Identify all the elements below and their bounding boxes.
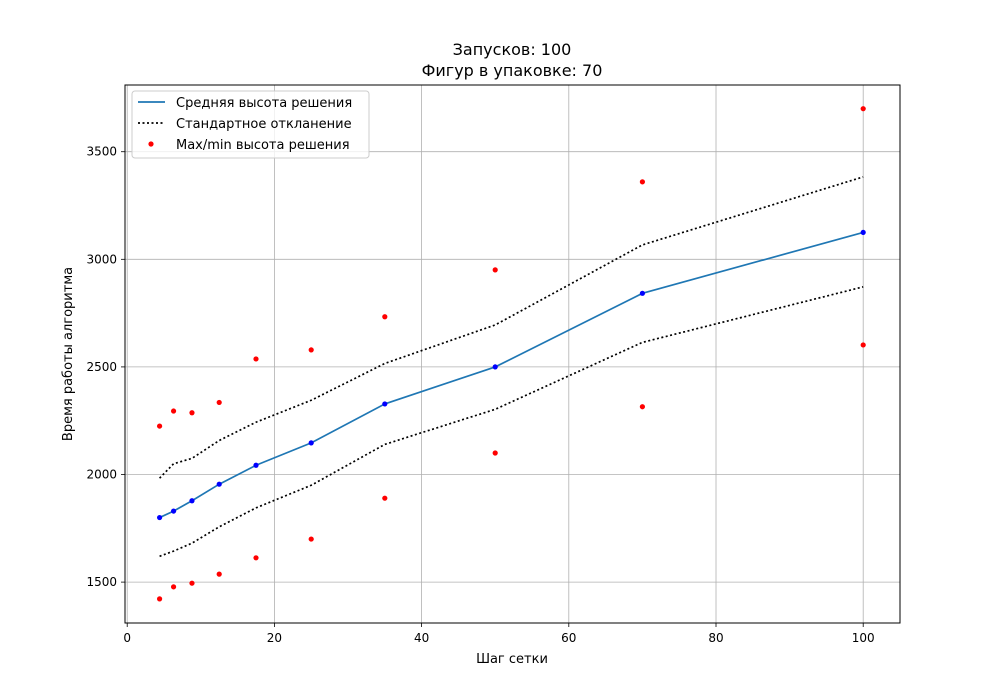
legend-std-label: Стандартное откланение [176, 117, 352, 132]
min-point [253, 555, 259, 561]
max-point [860, 106, 866, 112]
mean-point [156, 514, 163, 521]
y-tick-label: 3500 [86, 145, 117, 159]
plot-series [156, 106, 866, 602]
x-tick-label: 40 [414, 631, 429, 645]
y-tick-label: 2000 [86, 468, 117, 482]
y-axis-label: Время работы алгоритма [61, 267, 76, 441]
mean-point [860, 229, 866, 236]
mean-line [159, 231, 864, 519]
max-point [189, 410, 195, 416]
x-tick-label: 60 [561, 631, 576, 645]
max-point [639, 179, 646, 185]
axis-ticks: 0 20 40 60 80 100 1500 2000 2500 3000 3500 [86, 145, 874, 645]
x-tick-label: 100 [852, 631, 875, 645]
min-point [308, 536, 314, 542]
max-point [382, 314, 388, 320]
legend-maxmin-label: Max/min высота решения [176, 138, 350, 153]
std-upper-line [158, 176, 864, 479]
plot-area-frame [124, 84, 901, 624]
y-tick-label: 3000 [86, 252, 117, 266]
x-tick-label: 80 [708, 631, 723, 645]
mean-point [253, 462, 259, 468]
max-point [216, 399, 222, 406]
legend-mean-label: Средняя высота решения [176, 96, 352, 111]
mean-point [308, 440, 314, 446]
min-point [492, 450, 498, 456]
min-point [216, 571, 222, 577]
y-tick-label: 2500 [86, 360, 117, 374]
max-point [253, 356, 259, 362]
min-point [860, 342, 866, 348]
mean-point [170, 508, 177, 514]
max-point [156, 423, 163, 429]
mean-point [216, 481, 222, 487]
x-tick-label: 20 [267, 631, 282, 645]
chart-title-line-2: Фигур в упаковке: 70 [422, 61, 603, 80]
max-point [492, 267, 498, 273]
mean-point [492, 364, 498, 370]
x-tick-label: 0 [123, 631, 131, 645]
max-point [308, 347, 314, 353]
mean-point [189, 498, 195, 504]
min-point [382, 495, 388, 501]
chart-title-line-1: Запусков: 100 [453, 40, 572, 59]
y-tick-label: 1500 [86, 575, 117, 589]
legend: Средняя высота решения Стандартное откла… [131, 90, 370, 159]
x-axis-label: Шаг сетки [476, 652, 548, 667]
grid [125, 85, 900, 623]
min-point [156, 596, 163, 602]
min-point [170, 584, 177, 590]
min-point [189, 580, 195, 586]
legend-box [131, 90, 370, 159]
mean-point [382, 401, 388, 407]
legend-maxmin-marker-swatch [148, 141, 154, 147]
mean-point [639, 290, 646, 296]
min-point [639, 404, 646, 410]
max-point [170, 408, 177, 414]
